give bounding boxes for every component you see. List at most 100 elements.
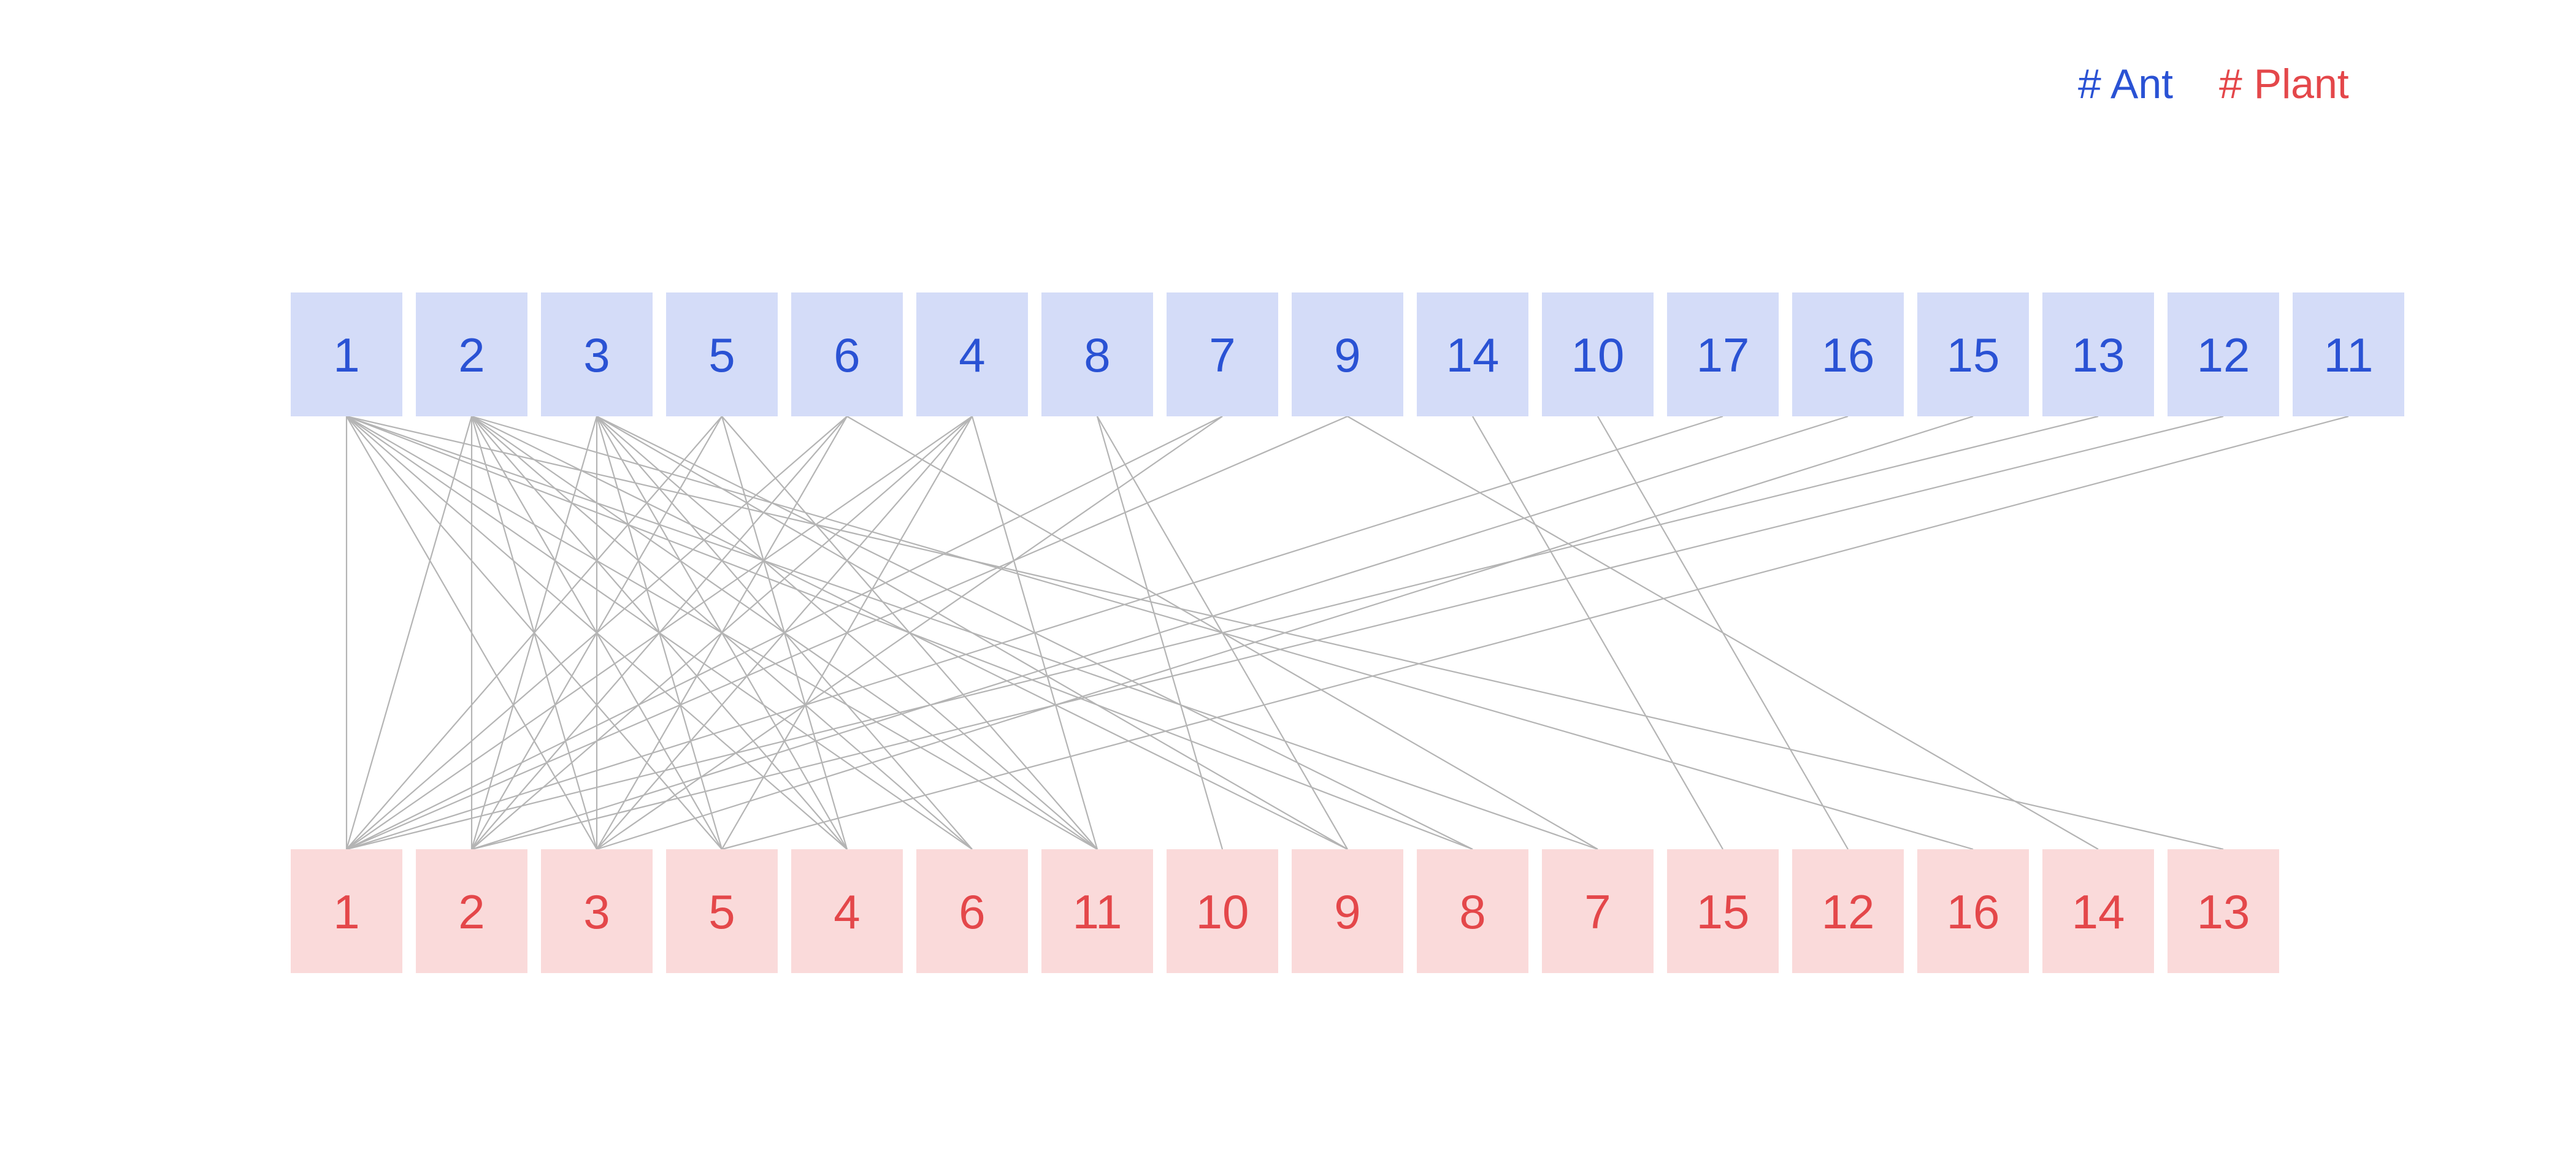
ant-node-label: 13 — [2072, 328, 2125, 382]
edge-ant-11-plant-5 — [721, 415, 2349, 850]
legend-plant-label: # Plant — [2219, 61, 2349, 107]
plant-node-16: 16 — [1917, 849, 2029, 973]
ant-node-label: 5 — [708, 328, 735, 382]
plant-node-13: 13 — [2168, 849, 2279, 973]
ant-node-label: 6 — [834, 328, 860, 382]
edge-ant-4-plant-2 — [471, 416, 973, 850]
ant-node-12: 12 — [2168, 292, 2279, 416]
ant-node-label: 16 — [1822, 328, 1875, 382]
ant-node-box — [1667, 292, 1779, 416]
ant-node-10: 10 — [1542, 292, 1654, 416]
ant-node-label: 1 — [333, 328, 359, 382]
ant-node-7: 7 — [1167, 292, 1278, 416]
edge-ant-16-plant-2 — [471, 415, 1849, 850]
plant-node-box — [791, 849, 903, 973]
edge-ant-5-plant-1 — [346, 416, 723, 850]
plant-node-7: 7 — [1542, 849, 1654, 973]
plant-node-box — [291, 849, 402, 973]
ant-node-label: 15 — [1947, 328, 2000, 382]
plant-node-box — [1542, 849, 1654, 973]
ant-node-box — [916, 292, 1028, 416]
plant-node-12: 12 — [1792, 849, 1904, 973]
ant-node-label: 2 — [458, 328, 485, 382]
ant-node-label: 11 — [2324, 328, 2374, 382]
plant-node-label: 13 — [2197, 885, 2250, 939]
edge-ant-15-plant-3 — [596, 415, 1974, 850]
plant-node-label: 9 — [1334, 885, 1360, 939]
ant-node-8: 8 — [1041, 292, 1153, 416]
ant-node-box — [1292, 292, 1403, 416]
edge-group — [345, 415, 2349, 850]
ant-node-17: 17 — [1667, 292, 1779, 416]
plant-node-label: 1 — [333, 885, 359, 939]
ant-node-label: 14 — [1446, 328, 1500, 382]
ant-node-box — [2042, 292, 2154, 416]
plant-node-box — [2042, 849, 2154, 973]
ant-node-box — [1792, 292, 1904, 416]
plant-node-10: 10 — [1167, 849, 1278, 973]
ant-node-4: 4 — [916, 292, 1028, 416]
edge-ant-6-plant-1 — [346, 416, 848, 850]
edge-ant-17-plant-1 — [346, 415, 1723, 850]
ant-node-box — [1167, 292, 1278, 416]
plant-node-box — [1292, 849, 1403, 973]
plant-node-box — [916, 849, 1028, 973]
edge-ant-7-plant-3 — [596, 416, 1223, 850]
ant-node-5: 5 — [666, 292, 778, 416]
plant-node-label: 4 — [834, 885, 860, 939]
ant-node-box — [1041, 292, 1153, 416]
plant-node-2: 2 — [416, 849, 527, 973]
ant-node-box — [2293, 292, 2404, 416]
plant-node-box — [1041, 849, 1153, 973]
edge-ant-9-plant-1 — [346, 415, 1348, 850]
ant-node-label: 12 — [2197, 328, 2250, 382]
ant-node-label: 9 — [1334, 328, 1360, 382]
ant-node-box — [416, 292, 527, 416]
ant-node-2: 2 — [416, 292, 527, 416]
edge-ant-14-plant-15 — [1472, 416, 1723, 850]
ant-node-box — [1917, 292, 2029, 416]
ant-node-box — [666, 292, 778, 416]
ant-node-label: 17 — [1696, 328, 1750, 382]
legend-ant-label: # Ant — [2078, 61, 2173, 107]
legend: # Ant # Plant — [2078, 61, 2349, 107]
edge-ant-3-plant-9 — [596, 416, 1348, 850]
plant-node-label: 8 — [1459, 885, 1485, 939]
plant-node-label: 3 — [583, 885, 610, 939]
edge-ant-4-plant-1 — [346, 416, 973, 850]
ant-node-6: 6 — [791, 292, 903, 416]
plant-node-box — [2168, 849, 2279, 973]
plant-node-1: 1 — [291, 849, 402, 973]
ant-node-box — [541, 292, 653, 416]
plant-node-box — [666, 849, 778, 973]
ant-node-15: 15 — [1917, 292, 2029, 416]
ant-node-box — [1417, 292, 1528, 416]
ant-node-box — [791, 292, 903, 416]
edge-ant-2-plant-1 — [345, 416, 473, 850]
ant-node-1: 1 — [291, 292, 402, 416]
plant-node-box — [416, 849, 527, 973]
plant-node-9: 9 — [1292, 849, 1403, 973]
plant-node-label: 6 — [959, 885, 985, 939]
plant-node-box — [1667, 849, 1779, 973]
edge-ant-10-plant-12 — [1597, 416, 1849, 850]
plant-node-5: 5 — [666, 849, 778, 973]
edge-ant-12-plant-2 — [471, 415, 2224, 850]
plant-node-8: 8 — [1417, 849, 1528, 973]
plant-node-6: 6 — [916, 849, 1028, 973]
plant-node-row: 1 2 3 5 4 6 11 10 9 8 7 15 12 16 14 13 — [291, 849, 2279, 973]
plant-node-14: 14 — [2042, 849, 2154, 973]
ant-node-box — [291, 292, 402, 416]
plant-node-box — [541, 849, 653, 973]
plant-node-box — [1167, 849, 1278, 973]
plant-node-15: 15 — [1667, 849, 1779, 973]
plant-node-label: 15 — [1696, 885, 1750, 939]
plant-node-box — [1417, 849, 1528, 973]
plant-node-box — [1792, 849, 1904, 973]
edge-ant-7-plant-1 — [346, 416, 1223, 850]
plant-node-box — [1917, 849, 2029, 973]
plant-node-11: 11 — [1041, 849, 1153, 973]
plant-node-label: 7 — [1584, 885, 1611, 939]
ant-node-label: 4 — [959, 328, 985, 382]
